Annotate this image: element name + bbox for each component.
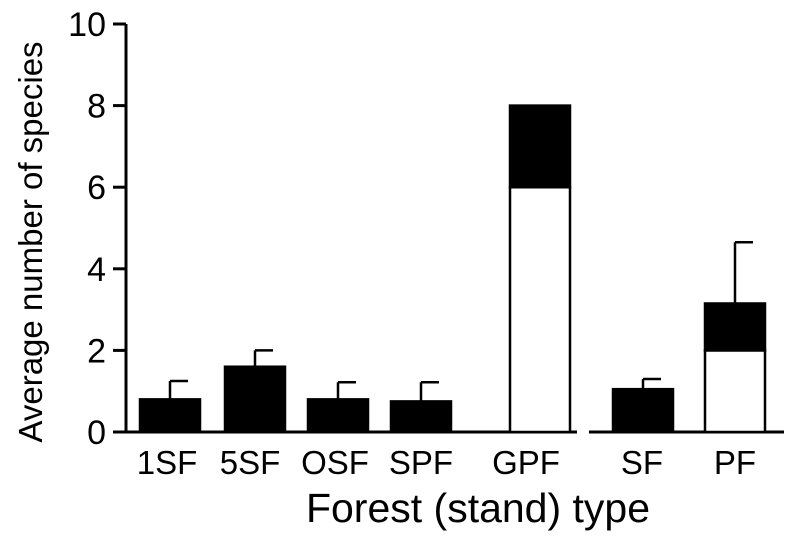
- y-tick-label: 2: [87, 332, 106, 370]
- bar-gpf-segment-2: [508, 104, 572, 189]
- bar-1sf-segment-2: [138, 398, 202, 434]
- bar-osf-segment-2: [306, 398, 370, 434]
- bar-spf-segment-2: [389, 400, 453, 434]
- category-labels: 1SF 5SF OSF SPF GPF SF PF: [137, 444, 756, 481]
- error-bars: [168, 241, 753, 402]
- category-label-spf: SPF: [389, 444, 453, 481]
- category-label-pf: PF: [714, 444, 756, 481]
- category-label-5sf: 5SF: [220, 444, 281, 481]
- y-tick-label: 8: [87, 88, 106, 126]
- y-tick-label: 4: [87, 251, 106, 289]
- y-tick-label: 10: [68, 6, 106, 44]
- category-label-1sf: 1SF: [137, 444, 198, 481]
- category-label-gpf: GPF: [492, 444, 560, 481]
- bar-gpf-segment-1: [508, 185, 572, 434]
- bar-5sf-segment-2: [223, 365, 287, 434]
- category-label-sf: SF: [621, 444, 663, 481]
- bar-pf-segment-2: [703, 302, 767, 352]
- y-axis-label: Average number of species: [12, 41, 49, 442]
- bar-sf-segment-2: [611, 387, 675, 434]
- y-tick-label: 0: [87, 414, 106, 452]
- bar-pf-segment-1: [703, 349, 767, 434]
- y-ticks: 0 2 4 6 8 10: [68, 6, 126, 452]
- bars: [138, 104, 767, 434]
- x-axis-label: Forest (stand) type: [306, 485, 650, 531]
- y-tick-label: 6: [87, 169, 106, 207]
- category-label-osf: OSF: [301, 444, 369, 481]
